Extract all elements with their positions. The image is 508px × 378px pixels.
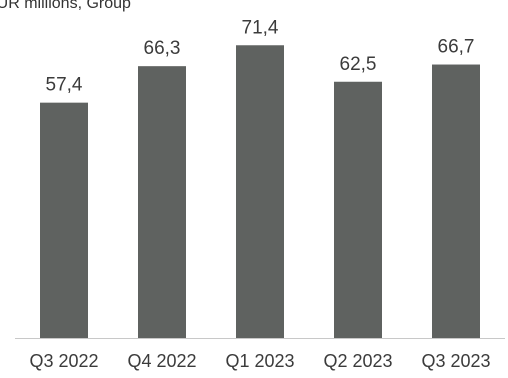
x-tick-label-q3-2023: Q3 2023	[421, 351, 490, 371]
data-label-q3-2023: 66,7	[438, 37, 475, 58]
bar-q1-2023	[236, 45, 284, 338]
bars-group	[40, 45, 480, 339]
data-label-q2-2023: 62,5	[340, 54, 377, 75]
chart-title: EUR millions, Group	[0, 0, 131, 12]
bar-q3-2022	[40, 102, 88, 338]
x-tick-label-q3-2022: Q3 2022	[29, 351, 98, 371]
value-labels-group: 57,4 66,3 71,4 62,5 66,7	[46, 17, 475, 95]
x-tick-label-q1-2023: Q1 2023	[225, 351, 294, 371]
x-tick-label-q2-2023: Q2 2023	[323, 351, 392, 371]
bar-q2-2023	[334, 81, 382, 338]
data-label-q1-2023: 71,4	[242, 17, 279, 38]
bar-q3-2023	[432, 64, 480, 338]
data-label-q4-2022: 66,3	[144, 38, 181, 59]
bar-q4-2022	[138, 66, 186, 339]
x-tick-label-q4-2022: Q4 2022	[127, 351, 196, 371]
category-labels-group: Q3 2022 Q4 2022 Q1 2023 Q2 2023 Q3 2023	[29, 351, 490, 371]
data-label-q3-2022: 57,4	[46, 75, 83, 96]
